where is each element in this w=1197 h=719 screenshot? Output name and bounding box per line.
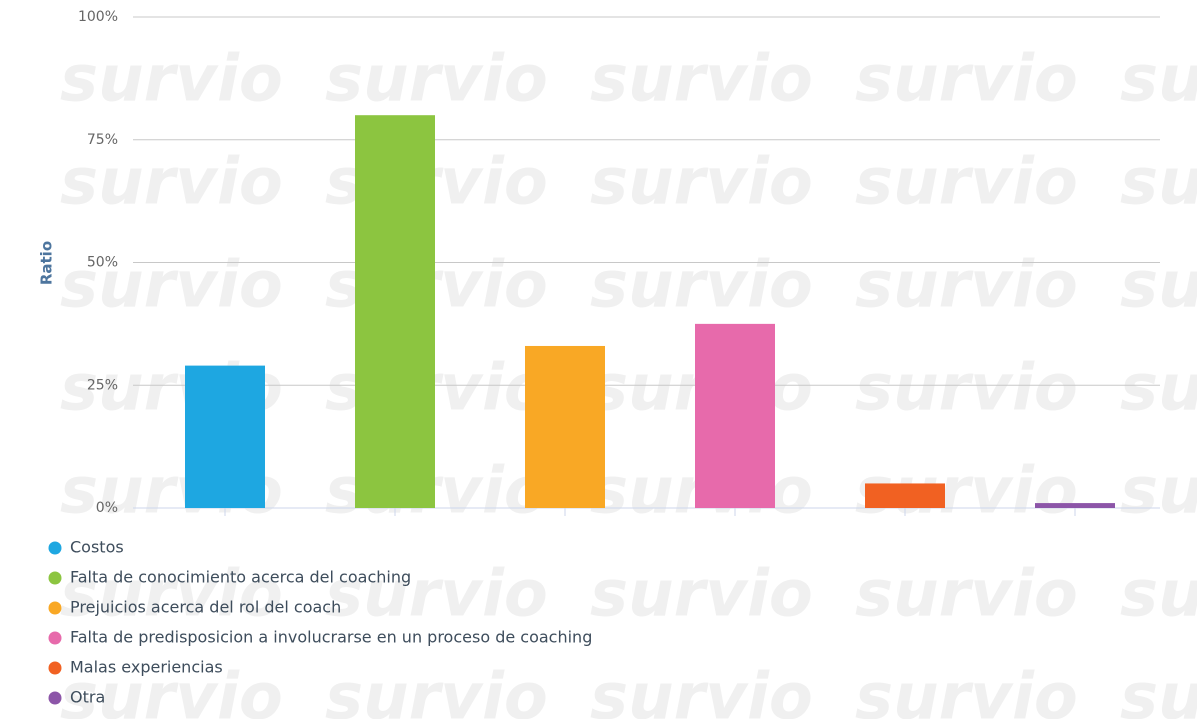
watermark: survio: [1120, 43, 1197, 117]
watermark: survio: [1120, 352, 1197, 426]
bar: [865, 483, 945, 508]
legend-marker: [48, 631, 62, 645]
watermark: survio: [855, 146, 1078, 220]
watermark: survio: [60, 661, 283, 719]
watermark: survio: [325, 43, 548, 117]
legend-label: Falta de conocimiento acerca del coachin…: [70, 568, 411, 587]
watermark: survio: [60, 146, 283, 220]
bar: [1035, 503, 1115, 508]
watermark: survio: [855, 661, 1078, 719]
y-tick-label: 25%: [87, 377, 118, 393]
bar: [185, 365, 265, 508]
watermark: survio: [60, 249, 283, 323]
watermark: survio: [855, 352, 1078, 426]
y-axis-title: Ratio: [38, 241, 56, 285]
watermark: survio: [325, 661, 548, 719]
bar: [355, 115, 435, 508]
legend-label: Costos: [70, 538, 124, 557]
watermark: survio: [590, 661, 813, 719]
legend-marker: [48, 661, 62, 675]
y-tick-label: 0%: [96, 500, 118, 516]
legend-marker: [48, 571, 62, 585]
watermark: survio: [1120, 661, 1197, 719]
watermark: survio: [590, 558, 813, 632]
bar: [525, 345, 605, 508]
watermark: survio: [855, 43, 1078, 117]
watermark: survio: [60, 558, 283, 632]
legend-label: Otra: [70, 688, 105, 707]
watermark: survio: [60, 43, 283, 117]
watermark: survio: [1120, 558, 1197, 632]
watermark: survio: [855, 558, 1078, 632]
watermark: survio: [1120, 146, 1197, 220]
legend-label: Falta de predisposicion a involucrarse e…: [70, 628, 592, 647]
y-tick-label: 50%: [87, 255, 118, 271]
watermark: survio: [590, 249, 813, 323]
watermark: survio: [590, 43, 813, 117]
legend-marker: [48, 691, 62, 705]
legend-label: Prejuicios acerca del rol del coach: [70, 598, 341, 617]
legend-marker: [48, 541, 62, 555]
watermark: survio: [590, 146, 813, 220]
y-tick-label: 100%: [78, 9, 118, 25]
watermark: survio: [855, 249, 1078, 323]
watermark: survio: [325, 558, 548, 632]
watermark: survio: [1120, 455, 1197, 529]
legend-marker: [48, 601, 62, 615]
legend-label: Malas experiencias: [70, 658, 223, 677]
bar: [695, 323, 775, 508]
y-tick-label: 75%: [87, 132, 118, 148]
watermark: survio: [1120, 249, 1197, 323]
